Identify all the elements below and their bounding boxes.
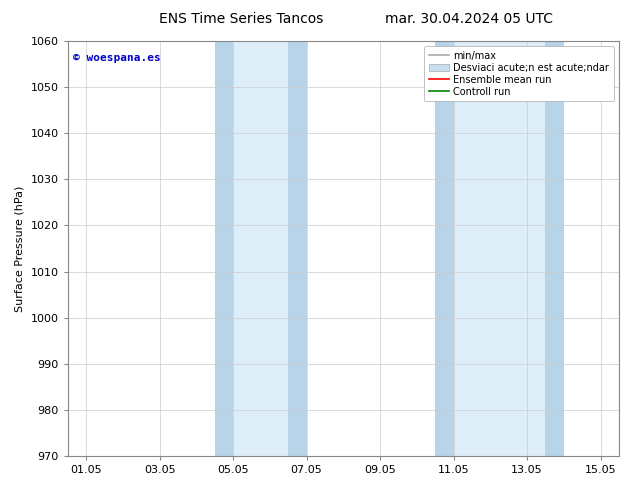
Bar xyxy=(215,41,233,456)
Legend: min/max, Desviaci acute;n est acute;ndar, Ensemble mean run, Controll run: min/max, Desviaci acute;n est acute;ndar… xyxy=(424,46,614,101)
Bar xyxy=(453,41,545,456)
Bar xyxy=(545,41,564,456)
Text: mar. 30.04.2024 05 UTC: mar. 30.04.2024 05 UTC xyxy=(385,12,553,26)
Bar xyxy=(435,41,453,456)
Y-axis label: Surface Pressure (hPa): Surface Pressure (hPa) xyxy=(15,185,25,312)
Bar xyxy=(288,41,307,456)
Text: © woespana.es: © woespana.es xyxy=(73,53,161,64)
Bar xyxy=(233,41,288,456)
Text: ENS Time Series Tancos: ENS Time Series Tancos xyxy=(158,12,323,26)
